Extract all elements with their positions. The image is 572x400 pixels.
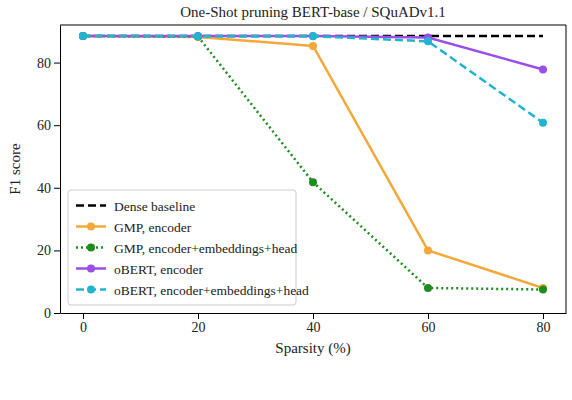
legend-label: Dense baseline [114,199,195,214]
tick-mark [83,313,84,319]
point [194,33,202,41]
point [309,32,317,40]
frame [60,25,566,26]
title: One-Shot pruning BERT-base / SQuADv1.1 [180,4,446,20]
point [194,32,202,40]
tick: 0 [44,306,60,321]
x-axis: 0 20 40 60 80 [61,313,567,335]
legend-marker [87,265,95,273]
tick: 60 [422,313,436,335]
legend: Dense baseline GMP, encoder GMP, encoder+e… [68,190,309,305]
point [424,246,432,254]
tick: 20 [192,313,206,335]
series-line [83,36,543,288]
legend-swatch [76,204,106,207]
point [424,284,432,292]
legend-marker [87,286,95,294]
legend-label: oBERT, encoder+embeddings+head [114,283,309,298]
tick-label: 0 [80,320,87,335]
tick: 60 [37,118,60,133]
tick-mark [198,313,199,319]
tick-mark [54,125,60,126]
point [539,65,547,73]
tick-label: 60 [422,320,436,335]
point [309,32,317,40]
tick-mark [54,250,60,251]
point [424,37,432,45]
point [539,286,547,294]
tick: 40 [307,313,321,335]
tick: 80 [37,56,60,71]
point [309,178,317,186]
frame [566,25,567,313]
point [194,33,202,41]
tick-label: 40 [37,181,51,196]
legend-label: GMP, encoder+embeddings+head [114,241,297,256]
tick-mark [54,313,60,314]
y-axis-label: F1 score [7,143,23,195]
tick-label: 40 [307,320,321,335]
legend-marker [87,223,95,231]
y-axis: 0 20 40 60 80 [37,26,61,321]
x-axis-label: Sparsity (%) [275,340,350,357]
point [79,32,87,40]
series-line [83,36,543,290]
tick: 0 [80,313,87,335]
axis-line [60,26,61,314]
point [79,32,87,40]
legend-label: oBERT, encoder [114,262,203,277]
tick-label: 20 [37,243,51,258]
tick-label: 20 [192,320,206,335]
tick-label: 80 [37,56,51,71]
point [79,32,87,40]
plot-area [79,32,547,294]
series-line [83,36,543,69]
legend-label: GMP, encoder [114,220,192,235]
tick-mark [54,188,60,189]
tick-mark [54,63,60,64]
tick: 80 [537,313,551,335]
legend-marker [87,244,95,252]
series-line [83,36,543,123]
point [79,32,87,40]
tick-mark [543,313,544,319]
tick: 20 [37,243,60,258]
tick-mark [313,313,314,319]
tick: 40 [37,181,60,196]
point [539,119,547,127]
tick-label: 60 [37,118,51,133]
point [194,32,202,40]
tick-label: 80 [537,320,551,335]
tick-mark [428,313,429,319]
tick-label: 0 [44,306,51,321]
point [309,42,317,50]
chart: One-Shot pruning BERT-base / SQuADv1.1 0 2… [0,0,572,400]
